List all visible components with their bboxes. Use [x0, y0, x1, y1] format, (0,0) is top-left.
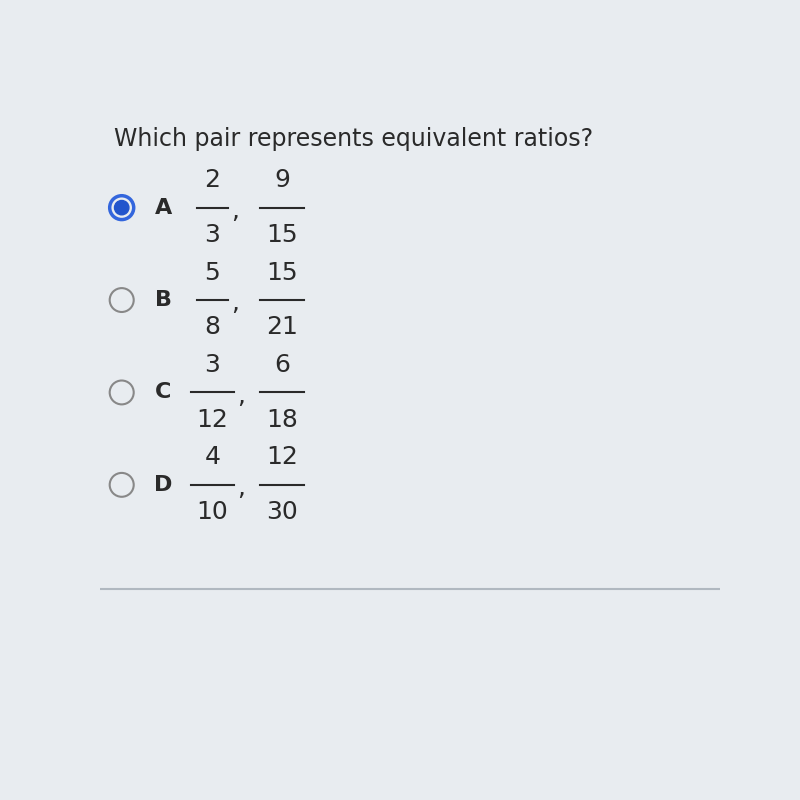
Text: 15: 15 [266, 261, 298, 285]
Text: ,: , [231, 291, 239, 315]
Text: 12: 12 [197, 408, 228, 432]
Text: 10: 10 [197, 500, 228, 524]
Text: Which pair represents equivalent ratios?: Which pair represents equivalent ratios? [114, 127, 593, 151]
Text: 30: 30 [266, 500, 298, 524]
Text: 18: 18 [266, 408, 298, 432]
Text: 2: 2 [204, 168, 220, 192]
Text: A: A [155, 198, 172, 218]
Text: 4: 4 [204, 446, 220, 470]
Text: 3: 3 [205, 353, 220, 377]
Circle shape [114, 201, 129, 215]
Text: 8: 8 [204, 315, 220, 339]
Text: 5: 5 [205, 261, 220, 285]
Text: 15: 15 [266, 223, 298, 247]
Circle shape [110, 288, 134, 312]
Text: 6: 6 [274, 353, 290, 377]
Circle shape [110, 473, 134, 497]
Text: 9: 9 [274, 168, 290, 192]
Text: 21: 21 [266, 315, 298, 339]
Circle shape [110, 381, 134, 404]
Text: D: D [154, 475, 173, 495]
Text: ,: , [237, 383, 245, 407]
Text: C: C [155, 382, 172, 402]
Text: ,: , [231, 198, 239, 222]
Text: 3: 3 [205, 223, 220, 247]
Text: ,: , [237, 476, 245, 500]
Text: 12: 12 [266, 446, 298, 470]
Text: B: B [155, 290, 172, 310]
